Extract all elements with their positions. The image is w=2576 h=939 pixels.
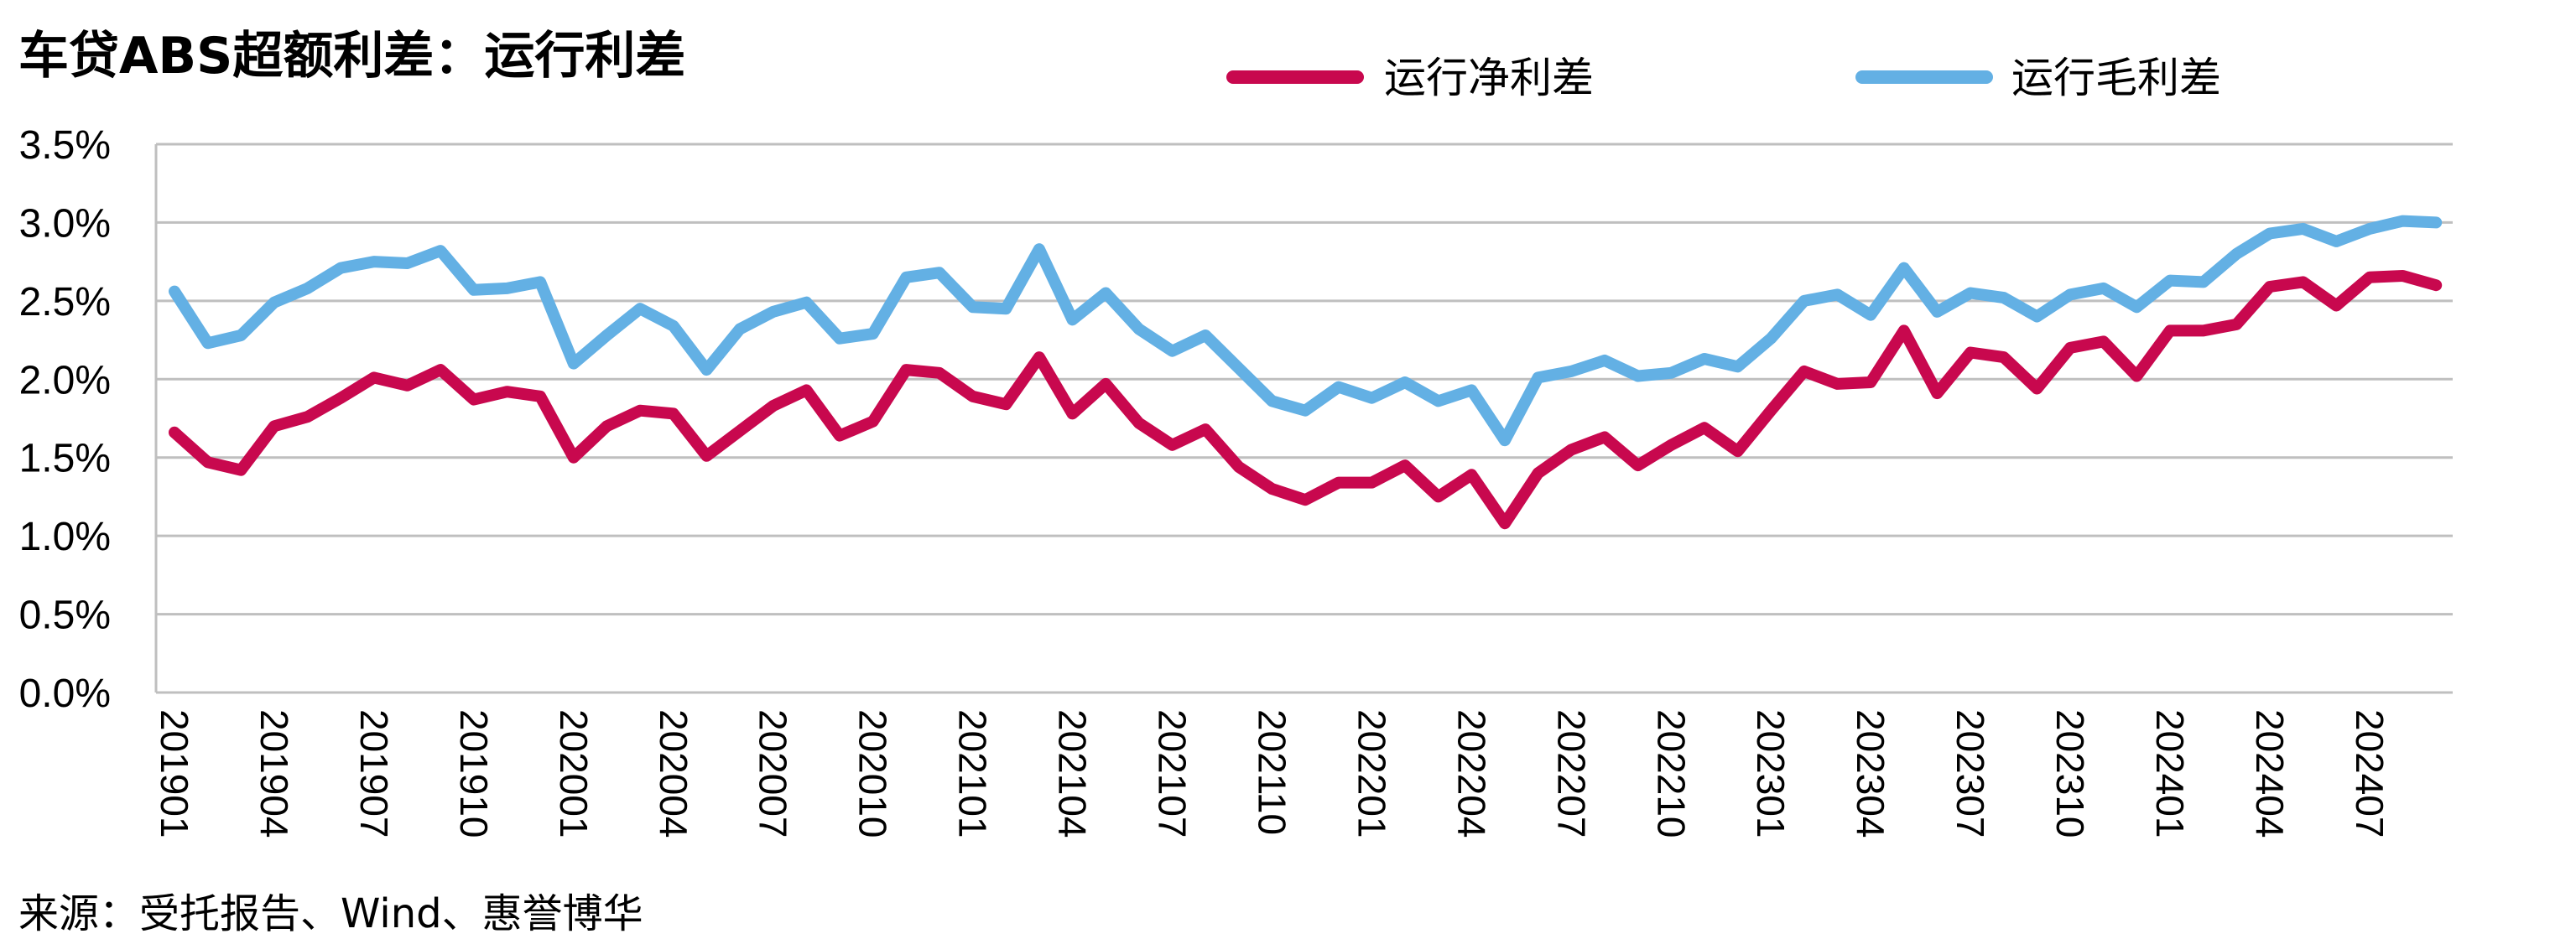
x-tick-label: 202407 [2348,709,2391,838]
x-tick-label: 202104 [1051,709,1095,838]
y-tick-label: 2.0% [19,358,111,402]
x-tick-label: 202404 [2248,709,2292,838]
series-line-0 [169,270,2443,530]
x-tick-label: 202010 [851,709,895,838]
gridlines [154,143,2453,694]
series-lines [169,215,2443,530]
x-tick-label: 202110 [1250,709,1293,835]
y-tick-label: 2.5% [19,280,111,324]
x-tick-label: 202304 [1849,709,1892,838]
x-tick-label: 202307 [1949,709,1992,838]
y-tick-label: 3.5% [19,123,111,168]
source-note: 来源：受托报告、Wind、惠誉博华 [18,890,643,937]
y-tick-label: 3.0% [19,201,111,246]
series-line-1 [169,215,2443,447]
x-tick-label: 201904 [252,709,296,838]
legend-label-1: 运行毛利差 [2011,54,2221,102]
x-tick-label: 202310 [2048,709,2092,838]
x-tick-label: 202207 [1549,709,1593,838]
legend: 运行净利差 运行毛利差 [1226,54,2221,102]
x-tick-label: 202007 [752,709,795,838]
y-tick-label: 0.0% [19,672,111,716]
x-tick-label: 202001 [552,709,596,838]
x-tick-label: 202201 [1350,709,1393,838]
x-tick-label: 202101 [951,709,995,838]
y-axis-ticks: 0.0% 0.5% 1.0% 1.5% 2.0% 2.5% 3.0% 3.5% [19,123,111,716]
x-tick-label: 202210 [1649,709,1693,838]
legend-label-0: 运行净利差 [1384,54,1594,102]
x-tick-label: 202401 [2148,709,2192,838]
x-tick-label: 201901 [153,709,196,838]
x-tick-label: 201910 [452,709,496,838]
chart-title: 车贷ABS超额利差：运行利差 [18,27,686,86]
x-tick-label: 201907 [352,709,396,838]
x-tick-label: 202204 [1449,709,1493,838]
x-tick-label: 202004 [652,709,695,838]
x-axis-ticks: 201901 201904 201907 201910 202001 202004 2020… [153,709,2391,838]
y-tick-label: 1.0% [19,515,111,559]
y-tick-label: 1.5% [19,437,111,481]
y-tick-label: 0.5% [19,594,111,638]
x-tick-label: 202301 [1749,709,1793,838]
x-tick-label: 202107 [1151,709,1194,838]
